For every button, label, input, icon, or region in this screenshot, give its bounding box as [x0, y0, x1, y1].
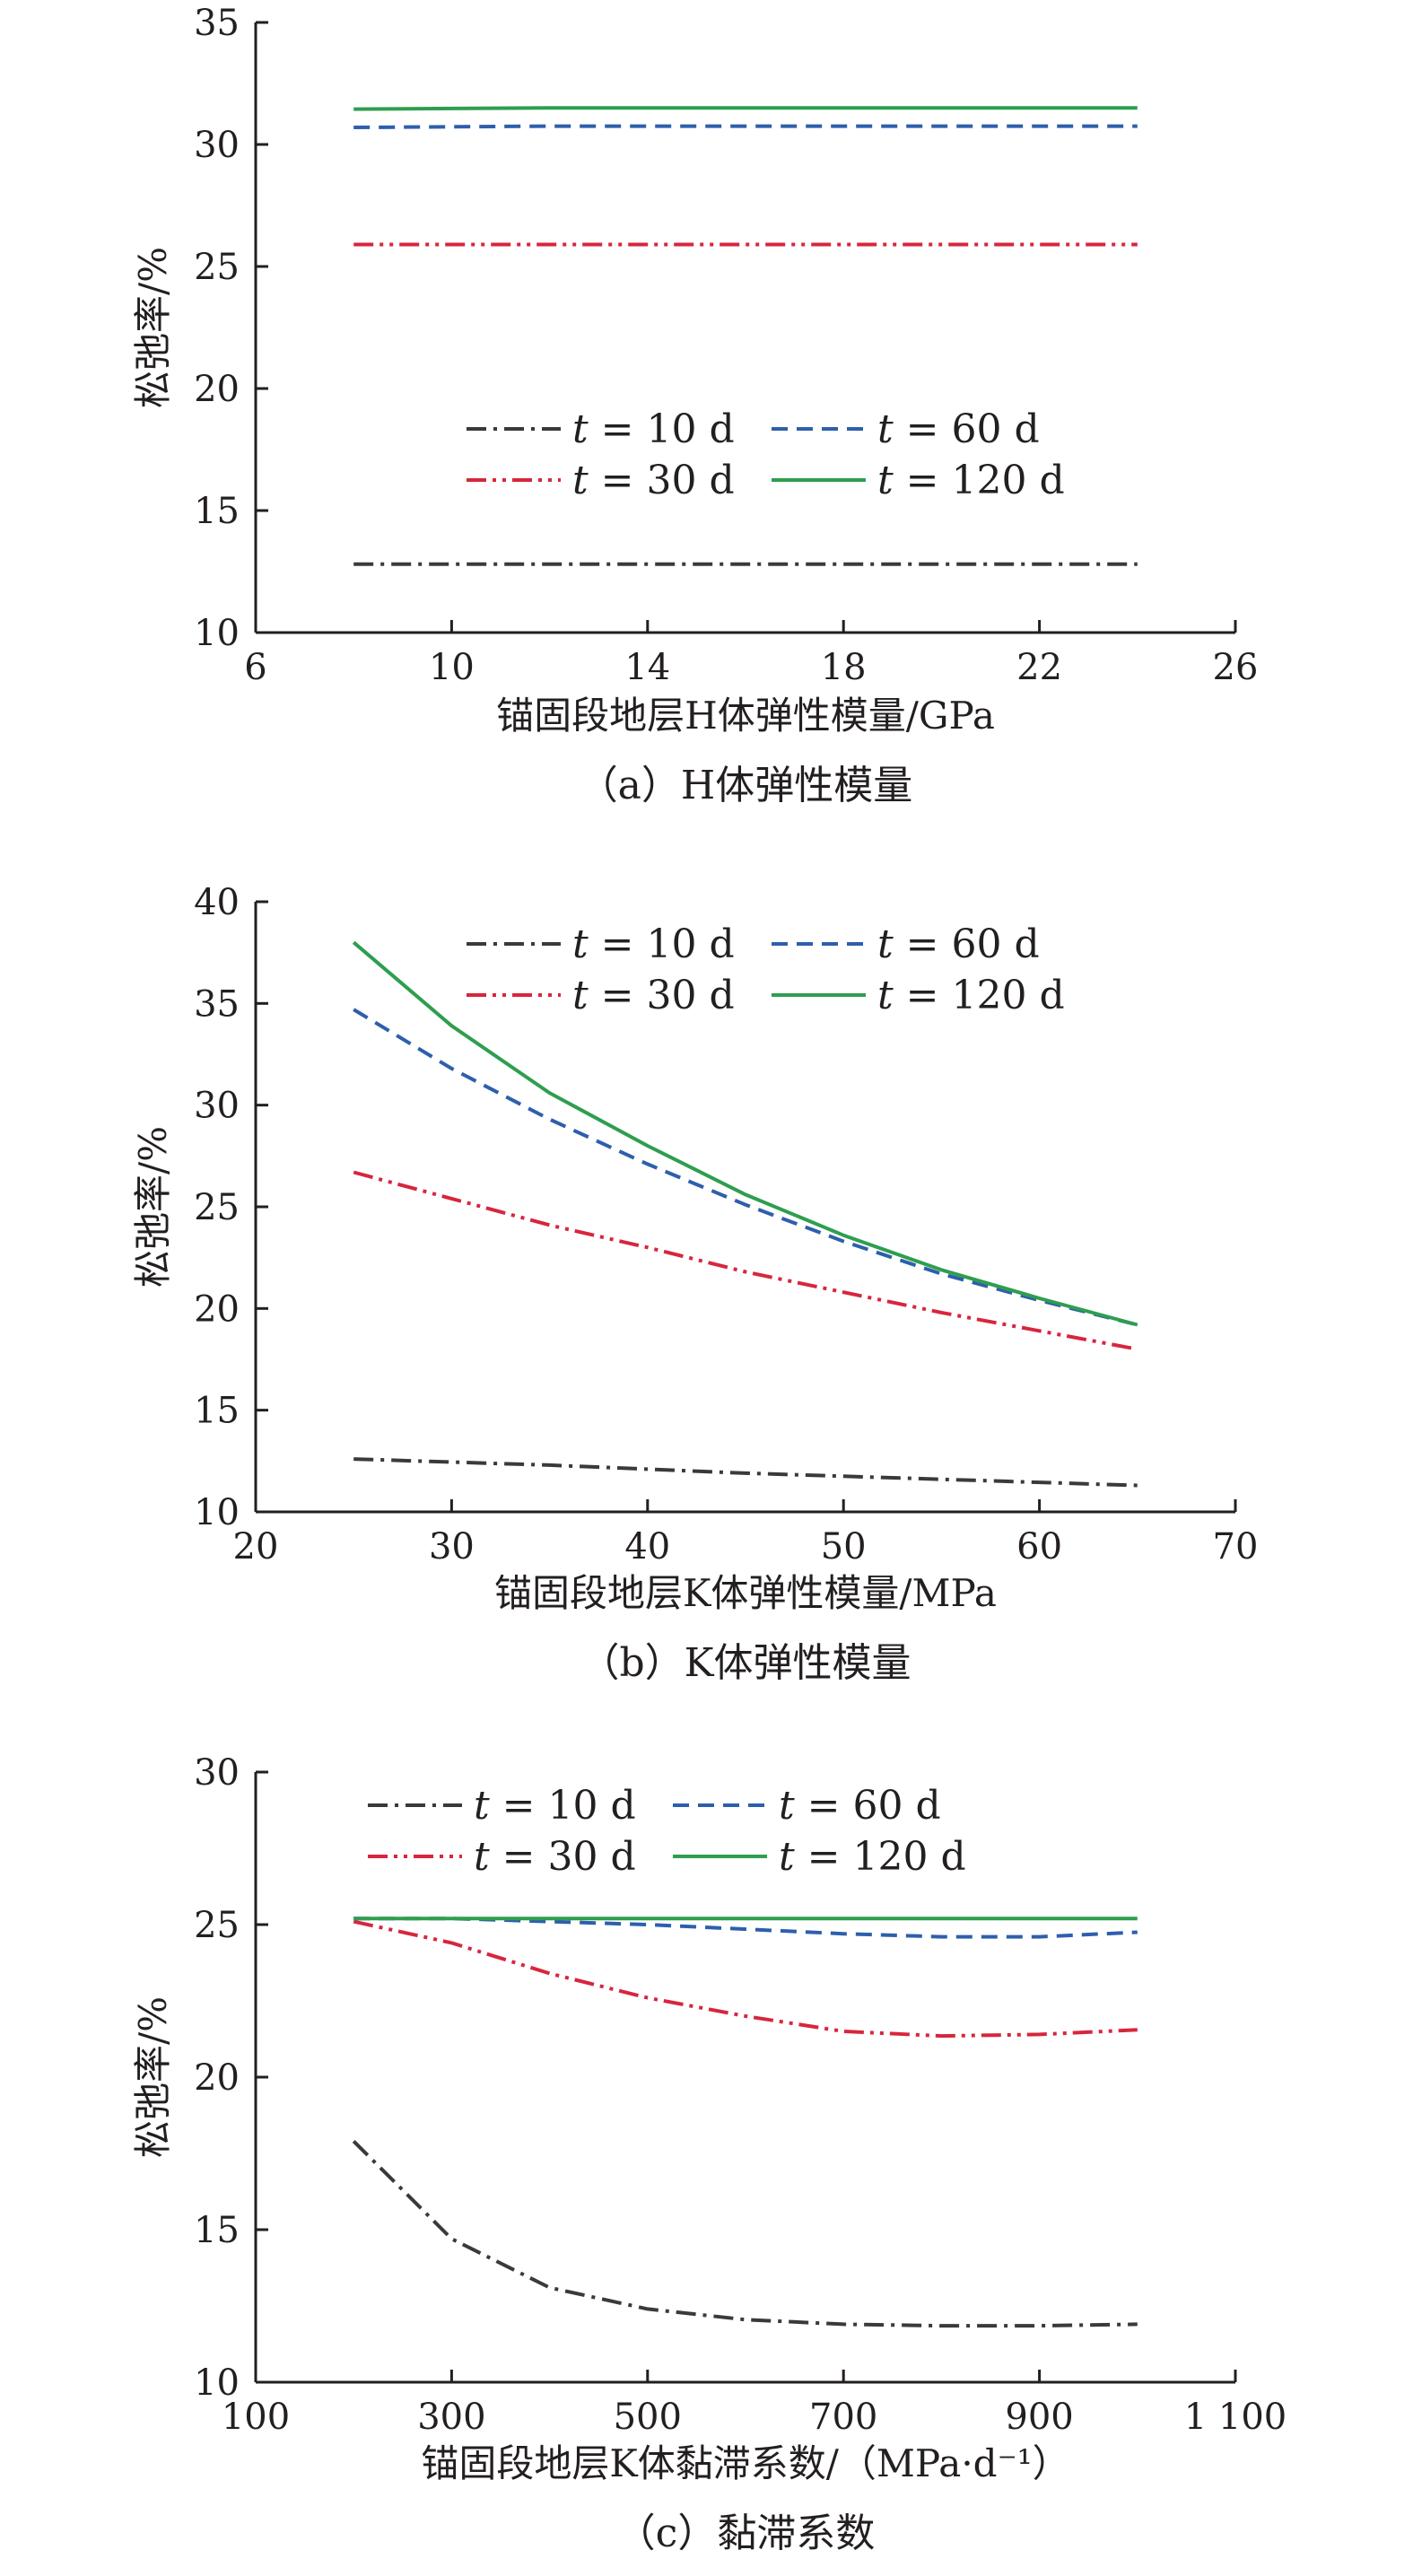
x-tick-label: 60	[1016, 1526, 1062, 1567]
y-tick-label: 25	[194, 247, 240, 288]
series-line-4	[353, 106, 1138, 111]
x-axis-title: 锚固段地层K体弹性模量/MPa	[494, 1571, 997, 1615]
y-tick-label: 25	[194, 1187, 240, 1228]
series-line-2	[353, 1170, 1138, 1351]
series-line-3	[353, 1008, 1138, 1327]
x-axis-title: 锚固段地层H体弹性模量/GPa	[496, 694, 995, 738]
x-tick-label: 20	[233, 1526, 279, 1567]
x-tick-label: 50	[821, 1526, 867, 1567]
legend-label: t = 10 d	[572, 921, 735, 967]
x-tick-label: 300	[417, 2397, 485, 2438]
legend-label: t = 120 d	[779, 1834, 966, 1880]
x-tick-label: 30	[429, 1526, 475, 1567]
y-tick-label: 15	[194, 491, 240, 532]
y-tick-label: 30	[194, 1086, 240, 1127]
y-tick-label: 20	[194, 1288, 240, 1330]
x-tick-label: 1 100	[1184, 2397, 1287, 2438]
y-tick-label: 10	[194, 1492, 240, 1533]
legend-label: t = 120 d	[877, 973, 1065, 1018]
x-tick-label: 40	[624, 1526, 670, 1567]
legend-label: t = 60 d	[877, 921, 1040, 967]
y-tick-label: 20	[194, 369, 240, 410]
legend-label: t = 30 d	[474, 1834, 636, 1880]
x-tick-label: 22	[1016, 647, 1062, 688]
x-tick-label: 900	[1005, 2397, 1073, 2438]
y-tick-label: 15	[194, 1391, 240, 1432]
x-tick-label: 10	[429, 647, 475, 688]
y-axis-title: 松弛率/%	[131, 247, 175, 408]
series-line-1	[353, 1457, 1138, 1488]
x-tick-label: 26	[1213, 647, 1259, 688]
legend: t = 10 d t = 30 d t = 60 d t = 120 d	[467, 406, 1065, 503]
x-tick-label: 18	[821, 647, 867, 688]
series-line-2	[353, 1919, 1138, 2039]
chart-caption: （c）黏滞系数	[616, 2511, 876, 2556]
y-tick-label: 25	[194, 1905, 240, 1946]
chart-2: 10 15 20 25 30 35 40 20 30 40 50 60 70 松弛率/% 锚固段地层K体弹性…	[131, 882, 1258, 1686]
y-tick-label: 30	[194, 125, 240, 166]
y-tick-label: 20	[194, 2057, 240, 2099]
x-tick-label: 100	[222, 2397, 290, 2438]
legend-label: t = 120 d	[877, 458, 1065, 503]
x-tick-label: 6	[244, 647, 266, 688]
y-tick-label: 35	[194, 3, 240, 44]
y-tick-label: 15	[194, 2210, 240, 2251]
x-tick-label: 700	[809, 2397, 877, 2438]
x-tick-label: 14	[624, 647, 670, 688]
x-tick-label: 500	[614, 2397, 682, 2438]
series-line-3	[353, 1917, 1138, 1939]
y-axis-title: 松弛率/%	[131, 1126, 175, 1288]
legend-label: t = 10 d	[474, 1783, 636, 1829]
legend: t = 10 d t = 30 d t = 60 d t = 120 d	[467, 921, 1065, 1018]
legend-label: t = 10 d	[572, 406, 735, 452]
y-tick-label: 10	[194, 2362, 240, 2404]
legend-label: t = 60 d	[779, 1783, 941, 1829]
y-tick-label: 40	[194, 882, 240, 923]
legend-label: t = 30 d	[572, 973, 735, 1018]
x-axis-title: 锚固段地层K体黏滞系数/（MPa·d⁻¹）	[421, 2441, 1069, 2485]
series-line-1	[352, 2139, 1138, 2328]
y-tick-label: 10	[194, 613, 240, 654]
x-tick-label: 70	[1213, 1526, 1259, 1567]
legend-label: t = 60 d	[877, 406, 1040, 452]
chart-caption: （a）H体弹性模量	[579, 763, 913, 808]
chart-caption: （b）K体弹性模量	[580, 1640, 911, 1686]
legend: t = 10 d t = 30 d t = 60 d t = 120 d	[368, 1783, 966, 1880]
y-tick-label: 35	[194, 983, 240, 1025]
y-axis-title: 松弛率/%	[131, 1996, 175, 2158]
chart-3: 10 15 20 25 30 100 300 500 700 900 1 100 松弛率/% 锚固段地层…	[131, 1752, 1287, 2556]
legend-label: t = 30 d	[572, 458, 735, 503]
series-line-4	[352, 940, 1138, 1327]
y-tick-label: 30	[194, 1752, 240, 1794]
